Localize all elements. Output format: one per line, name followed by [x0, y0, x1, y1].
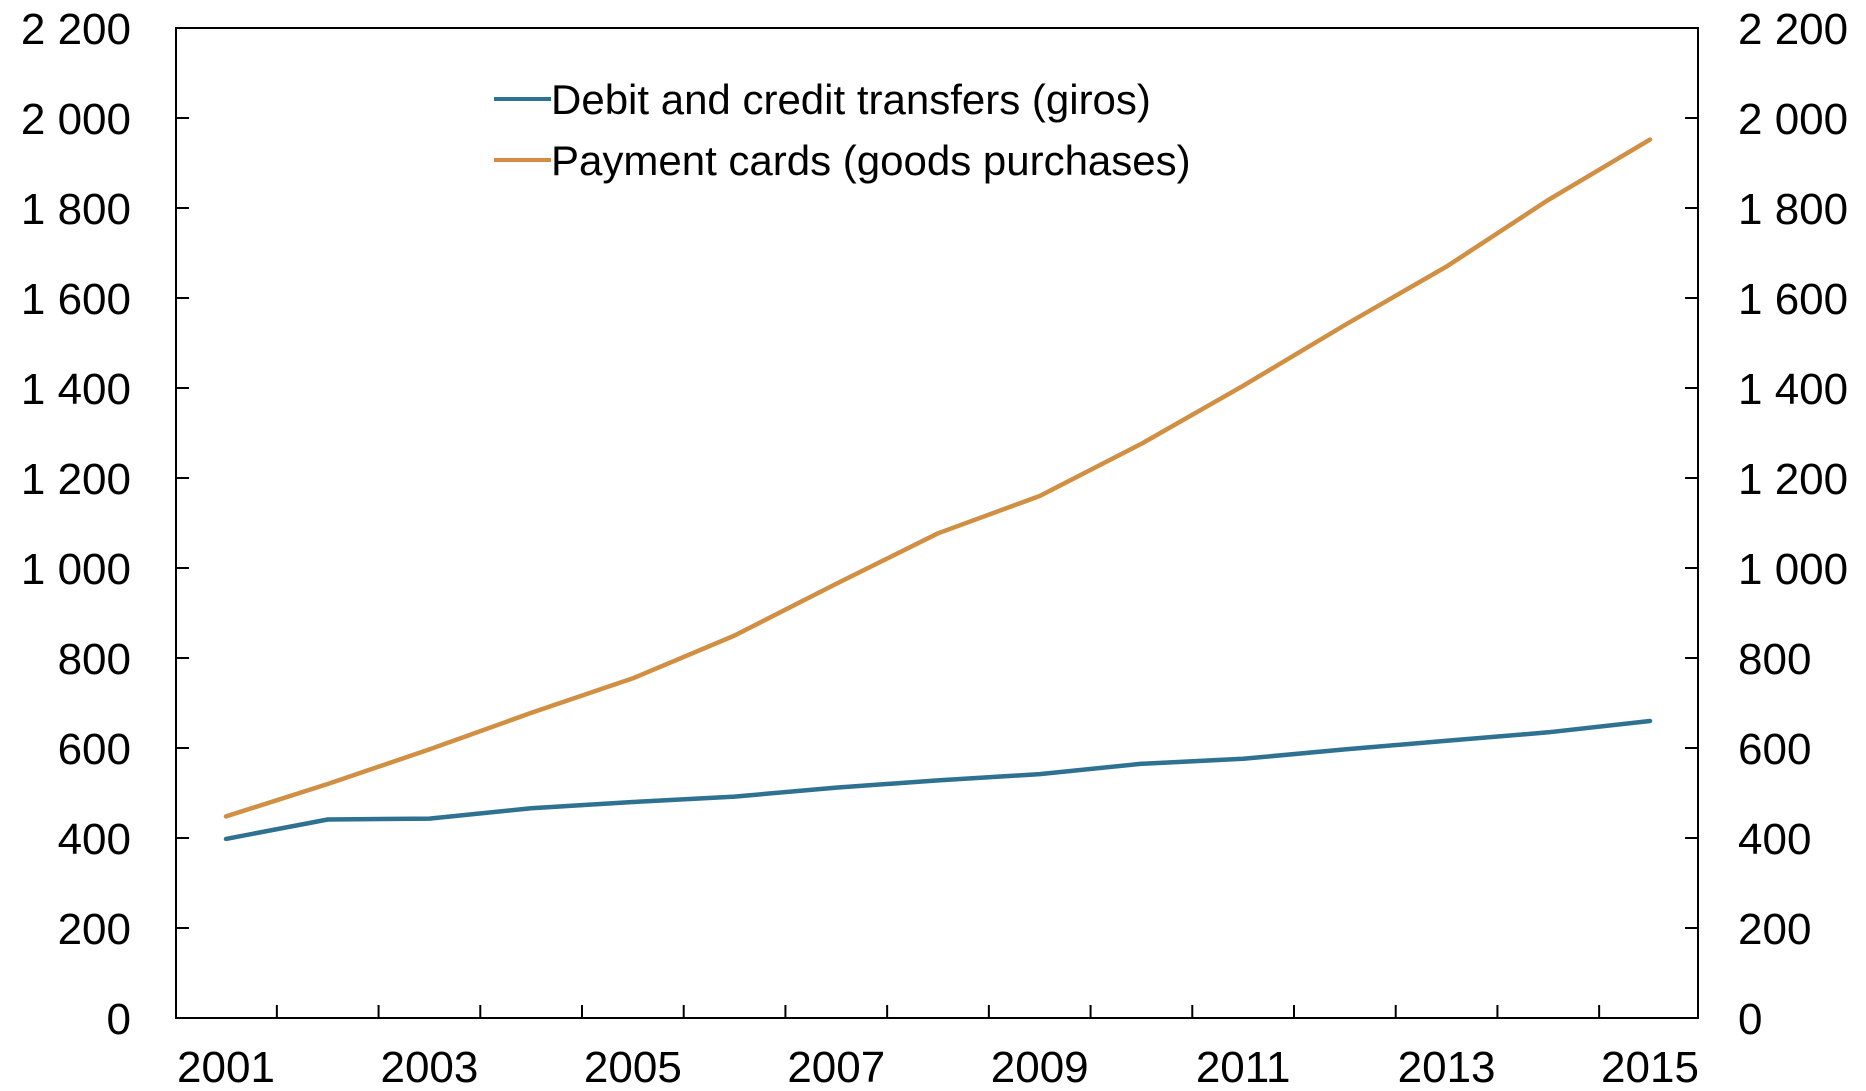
- y-tick-label-left: 200: [58, 905, 131, 954]
- series-line-payment-cards: [223, 137, 1653, 819]
- x-tick-label: 2011: [1196, 1043, 1291, 1091]
- legend-label-giros: Debit and credit transfers (giros): [551, 76, 1151, 123]
- y-tick-label-left: 1 400: [21, 365, 131, 414]
- y-tick-label-right: 1 200: [1738, 455, 1848, 504]
- y-tick-label-right: 800: [1738, 635, 1811, 684]
- legend-label-cards: Payment cards (goods purchases): [551, 137, 1191, 184]
- x-tick-label: 2015: [1601, 1043, 1699, 1091]
- x-tick-label: 2007: [787, 1043, 885, 1091]
- x-tick-label: 2013: [1398, 1043, 1496, 1091]
- y-tick-label-right: 200: [1738, 905, 1811, 954]
- y-tick-label-right: 1 400: [1738, 365, 1848, 414]
- y-tick-label-left: 1 600: [21, 275, 131, 324]
- y-tick-label-right: 400: [1738, 815, 1811, 864]
- x-tick-label: 2001: [177, 1043, 275, 1091]
- y-tick-label-left: 1 800: [21, 185, 131, 234]
- y-tick-label-left: 2 200: [21, 5, 131, 54]
- y-tick-label-right: 600: [1738, 725, 1811, 774]
- plot-area-border: [175, 27, 1699, 1019]
- y-tick-label-left: 2 000: [21, 95, 131, 144]
- x-tick-label: 2005: [584, 1043, 682, 1091]
- y-tick-label-right: 1 600: [1738, 275, 1848, 324]
- y-tick-label-left: 800: [58, 635, 131, 684]
- y-tick-label-left: 0: [107, 995, 131, 1044]
- legend: Debit and credit transfers (giros) Payme…: [494, 76, 1191, 184]
- y-tick-label-right: 1 000: [1738, 545, 1848, 594]
- y-tick-label-right: 2 000: [1738, 95, 1848, 144]
- y-tick-label-left: 400: [58, 815, 131, 864]
- y-tick-label-left: 1 200: [21, 455, 131, 504]
- x-tick-label: 2009: [991, 1043, 1089, 1091]
- x-tick-label: 2003: [380, 1043, 478, 1091]
- y-tick-label-right: 1 800: [1738, 185, 1848, 234]
- axis-layer: 0 0 200 200 400 400 600 600 800 800 1 000 1 000 1 20…: [21, 5, 1848, 1091]
- y-tick-label-left: 1 000: [21, 545, 131, 594]
- y-tick-label-left: 600: [58, 725, 131, 774]
- y-tick-label-right: 0: [1738, 995, 1762, 1044]
- series-line-giros: [223, 718, 1653, 842]
- y-tick-label-right: 2 200: [1738, 5, 1848, 54]
- series-layer: [223, 137, 1653, 842]
